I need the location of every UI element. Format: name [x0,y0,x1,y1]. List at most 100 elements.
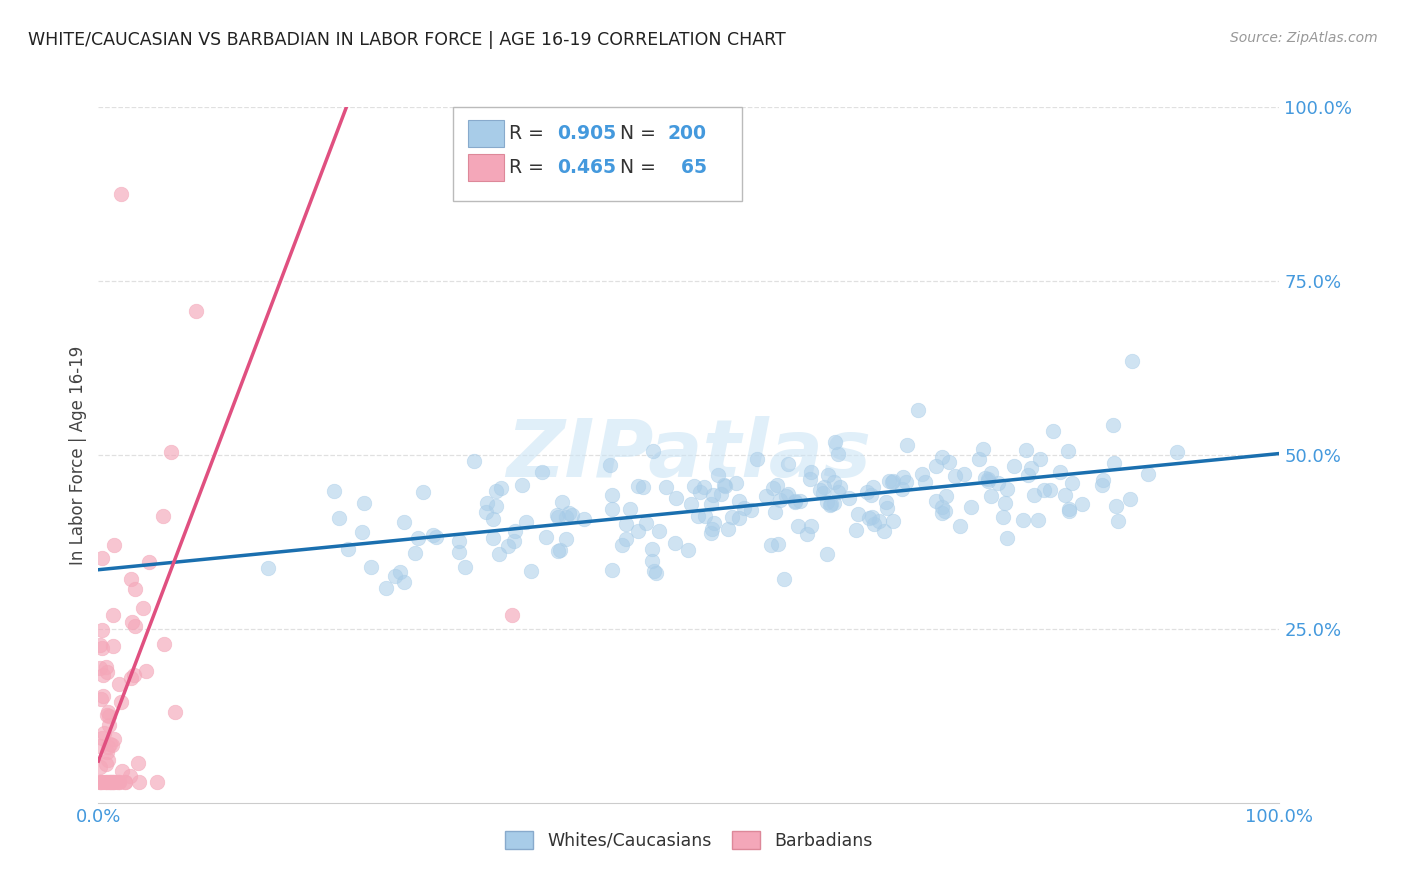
Point [360,560,382,574]
Point [717,522,740,536]
Point [572,512,595,526]
Point [868,515,890,529]
Point [845,523,868,537]
Point [1092,473,1115,487]
Point [422,528,444,542]
Point [862,480,884,494]
Point [813,480,835,494]
Point [766,478,789,492]
Point [931,450,953,464]
Point [1102,456,1125,470]
Point [838,491,860,505]
Point [631,480,654,494]
Point [859,488,882,502]
Point [97,709,120,723]
Point [763,505,786,519]
Point [1062,475,1084,490]
Point [786,519,808,533]
Point [931,506,953,520]
Point [689,484,711,499]
Point [745,452,768,467]
Text: R =: R = [509,124,550,143]
Point [882,514,904,528]
Point [648,524,671,538]
Point [547,544,569,558]
Point [925,493,948,508]
Point [977,474,1000,488]
Point [90,774,112,789]
Point [546,508,568,522]
Point [875,495,897,509]
Point [872,524,894,539]
Point [772,572,794,586]
Point [949,519,972,533]
Point [995,482,1018,496]
Point [97,705,120,719]
Point [97,718,120,732]
Point [89,739,111,753]
Point [789,494,811,508]
Text: 200: 200 [668,124,707,143]
Point [89,638,111,652]
Point [959,500,981,514]
Point [138,555,160,569]
Point [374,582,396,596]
Point [796,526,818,541]
Point [89,775,111,789]
Point [384,569,406,583]
Point [702,516,724,531]
Point [987,476,1010,491]
Point [120,769,142,783]
Point [818,498,841,512]
Point [392,575,415,590]
Point [1039,483,1062,497]
Point [91,731,114,745]
Point [152,637,174,651]
Point [952,467,974,482]
Point [124,582,146,596]
Text: 0.905: 0.905 [557,124,616,143]
Point [482,531,505,545]
Point [1102,418,1125,433]
Point [1021,461,1043,475]
Point [994,495,1017,509]
Point [503,524,526,538]
Point [655,480,678,494]
Point [728,511,751,525]
Point [1107,514,1129,528]
Point [103,732,125,747]
Point [824,434,846,449]
Point [846,507,869,521]
Point [713,478,735,492]
Point [94,775,117,789]
Point [600,488,623,502]
Point [664,535,686,549]
Point [882,475,904,490]
Point [1057,502,1080,516]
Point [823,496,845,510]
Point [1028,451,1050,466]
Point [96,660,118,674]
Point [641,444,664,458]
FancyBboxPatch shape [468,153,503,181]
Point [1011,513,1033,527]
Point [855,485,877,500]
Legend: Whites/Caucasians, Barbadians: Whites/Caucasians, Barbadians [499,823,879,856]
Point [931,500,953,514]
Point [256,561,278,575]
Point [775,489,797,503]
Point [693,509,716,524]
Point [389,566,412,580]
Point [972,442,994,456]
Point [404,546,426,560]
Point [89,775,111,789]
Point [614,517,637,532]
Point [700,522,723,536]
Point [740,503,762,517]
Point [808,483,831,497]
Point [447,533,470,548]
Point [1121,354,1143,368]
Point [973,471,995,485]
Point [614,532,637,546]
Point [93,689,115,703]
